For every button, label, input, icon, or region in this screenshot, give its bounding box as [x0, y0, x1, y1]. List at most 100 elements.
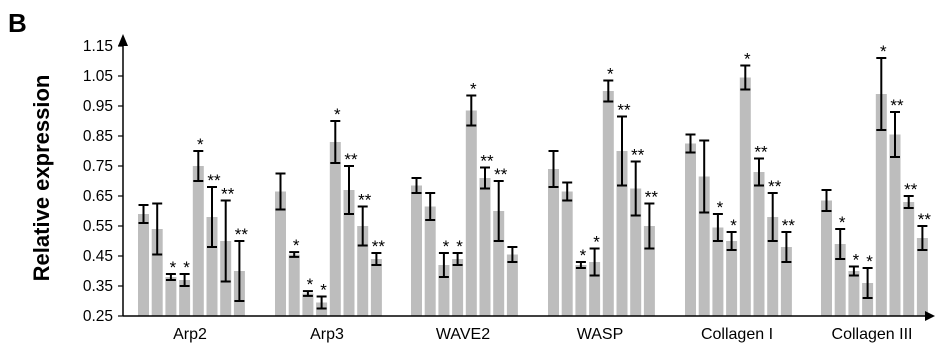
- bar: [343, 190, 355, 316]
- bar: [370, 259, 382, 316]
- significance-mark: **: [344, 150, 358, 169]
- y-tick-label: 0.25: [83, 308, 113, 325]
- y-tick-label: 1.05: [83, 68, 113, 85]
- significance-mark: *: [730, 216, 737, 235]
- significance-mark: *: [456, 237, 463, 256]
- bar: [821, 200, 832, 316]
- bar: [206, 217, 218, 316]
- bar-group-collagen-iii: ** ********: [821, 42, 931, 316]
- bar: [329, 142, 341, 316]
- significance-mark: **: [358, 191, 372, 210]
- bar: [151, 229, 163, 316]
- y-tick-label: 0.95: [83, 98, 113, 115]
- bar-group-wasp: *********: [548, 65, 659, 316]
- significance-mark: **: [494, 165, 508, 184]
- significance-mark: *: [593, 233, 600, 252]
- bar: [602, 91, 614, 316]
- significance-mark: **: [782, 216, 796, 235]
- y-tick-label: 0.35: [83, 278, 113, 295]
- y-tick-label: 0.75: [83, 158, 113, 175]
- y-axis-ticks: 1.15 1.05 0.95 0.85 0.75 0.65 0.55 0.45 0.35 0.25: [83, 38, 123, 325]
- bar: [862, 283, 874, 316]
- significance-mark: **: [235, 225, 249, 244]
- bar: [575, 265, 587, 316]
- y-axis-arrow: [118, 34, 128, 46]
- significance-mark: **: [617, 101, 631, 120]
- significance-mark: *: [443, 237, 450, 256]
- bar: [616, 151, 628, 316]
- significance-mark: **: [207, 171, 221, 190]
- bar: [875, 94, 887, 316]
- bar: [506, 254, 518, 316]
- significance-mark: *: [839, 213, 846, 232]
- bar-group-arp2: * ********: [138, 135, 248, 316]
- bar: [753, 172, 765, 316]
- bar: [698, 176, 710, 316]
- significance-mark: *: [197, 135, 204, 154]
- bar: [630, 188, 642, 316]
- y-tick-label: 0.85: [83, 128, 113, 145]
- significance-mark: *: [320, 281, 327, 300]
- x-axis-categories: Arp2 Arp3 WAVE2 WASP Collagen I Collagen III: [173, 326, 912, 343]
- significance-mark: **: [754, 143, 768, 162]
- panel-label: B: [8, 8, 27, 38]
- x-category-label: Collagen III: [832, 326, 913, 343]
- significance-mark: *: [866, 252, 873, 271]
- significance-mark: *: [293, 236, 300, 255]
- bar-group-wave2: * ******: [411, 80, 518, 316]
- significance-mark: *: [334, 105, 341, 124]
- bars-layer: * ********** ******** * ********************…: [138, 42, 931, 316]
- y-tick-label: 0.55: [83, 218, 113, 235]
- bar: [493, 211, 505, 316]
- bar: [643, 226, 655, 316]
- bar: [288, 254, 300, 316]
- bar: [561, 191, 573, 316]
- significance-mark: **: [221, 185, 235, 204]
- significance-mark: *: [607, 65, 614, 84]
- x-category-label: Collagen I: [701, 326, 773, 343]
- bar: [889, 134, 901, 316]
- bar: [275, 191, 286, 316]
- bar: [357, 226, 369, 316]
- bar: [589, 262, 601, 316]
- significance-mark: **: [480, 152, 494, 171]
- y-tick-label: 0.45: [83, 248, 113, 265]
- bar: [452, 259, 464, 316]
- axes-layer: [118, 34, 935, 321]
- bar: [411, 185, 422, 316]
- x-category-label: WASP: [577, 326, 624, 343]
- bar: [548, 169, 559, 316]
- x-category-label: Arp3: [310, 326, 344, 343]
- significance-mark: **: [645, 188, 659, 207]
- bar-group-arp3: ** ********: [275, 105, 385, 316]
- x-axis-arrow: [925, 311, 935, 321]
- bar-group-collagen-i: *********: [685, 50, 796, 316]
- bar: [165, 277, 177, 316]
- bar: [903, 202, 915, 316]
- significance-mark: *: [170, 258, 177, 277]
- significance-mark: **: [904, 180, 918, 199]
- bar: [179, 280, 191, 316]
- bar: [302, 293, 314, 316]
- y-tick-label: 0.65: [83, 188, 113, 205]
- significance-mark: *: [183, 258, 190, 277]
- significance-mark: *: [307, 275, 314, 294]
- significance-mark: **: [890, 96, 904, 115]
- significance-mark: **: [372, 237, 386, 256]
- bar: [438, 265, 450, 316]
- significance-mark: *: [744, 50, 751, 69]
- bar: [780, 247, 792, 316]
- x-category-label: WAVE2: [436, 326, 490, 343]
- y-axis-title: Relative expression: [29, 75, 54, 282]
- bar: [916, 238, 928, 316]
- bar: [479, 178, 491, 316]
- significance-mark: **: [918, 210, 932, 229]
- significance-mark: **: [768, 177, 782, 196]
- significance-mark: *: [853, 251, 860, 270]
- significance-mark: *: [470, 80, 477, 99]
- bar: [138, 214, 149, 316]
- bar: [685, 143, 696, 316]
- bar: [192, 166, 204, 316]
